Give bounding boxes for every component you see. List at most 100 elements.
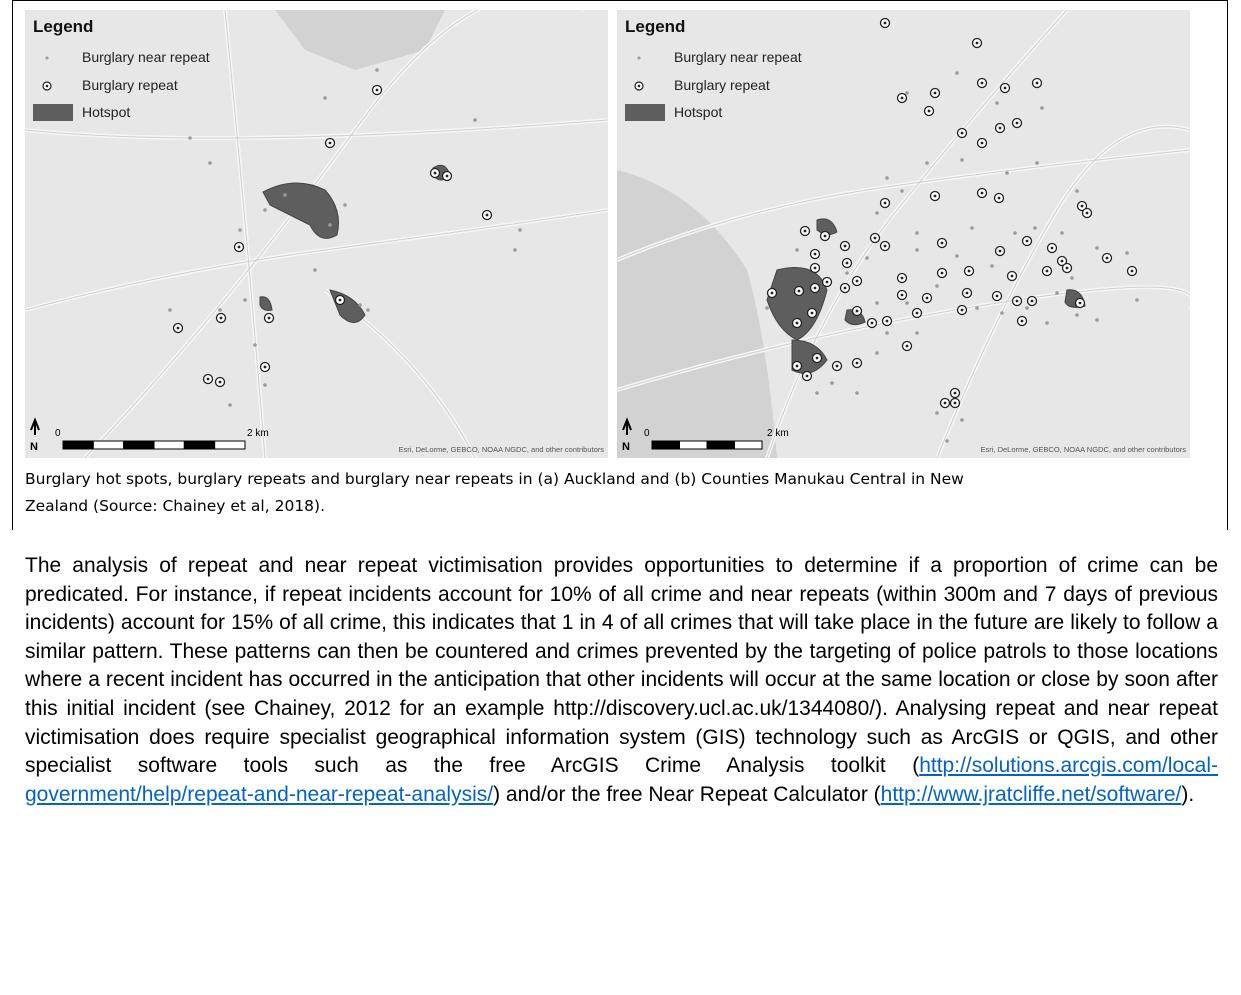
caption: Burglary hot spots, burglary repeats and… [25, 470, 964, 515]
repeat-point-dot [267, 316, 271, 320]
repeat-point-dot [870, 321, 874, 325]
repeat-point-dot [805, 374, 809, 378]
near-repeat-point [875, 211, 879, 215]
legend-repeat-dot [45, 84, 49, 88]
scale-segment [651, 440, 680, 450]
repeat-point-dot [1025, 239, 1029, 243]
repeat-point-dot [1065, 266, 1069, 270]
scale-segment [734, 440, 763, 450]
near-repeat-point [970, 226, 974, 230]
repeat-point-dot [940, 241, 944, 245]
near-repeat-point [366, 308, 370, 312]
repeat-point-dot [883, 21, 887, 25]
repeat-point-dot [883, 201, 887, 205]
map: Legend Burglary near repeat Burglary repea… [617, 10, 1190, 458]
water [617, 170, 777, 458]
repeat-point-dot [1003, 86, 1007, 90]
near-repeat-point [1013, 231, 1017, 235]
link[interactable]: http://solutions.arcgis.com/local-govern… [25, 754, 1218, 806]
near-repeat-point [905, 91, 909, 95]
north-label: N [622, 441, 630, 453]
repeat-point-dot [925, 296, 929, 300]
near-repeat-point [238, 228, 242, 232]
north-arrow [30, 417, 40, 435]
near-repeat-point [975, 306, 979, 310]
repeat-point-dot [933, 194, 937, 198]
repeat-point-dot [823, 234, 827, 238]
road-edge [224, 10, 266, 458]
repeat-point-dot [855, 309, 859, 313]
near-repeat-point [1005, 171, 1009, 175]
near-repeat-point [935, 284, 939, 288]
legend-item: Burglary near repeat [82, 49, 210, 65]
near-repeat-point [915, 248, 919, 252]
text-run: The analysis of repeat and near repeat v… [25, 554, 1218, 778]
near-repeat-point [885, 331, 889, 335]
scale-segment [183, 440, 216, 450]
repeat-point-dot [995, 294, 999, 298]
near-repeat-point [358, 303, 362, 307]
repeat-point-dot [1035, 81, 1039, 85]
near-repeat-point [925, 161, 929, 165]
repeat-point-dot [770, 291, 774, 295]
near-repeat-point [1125, 251, 1129, 255]
repeat-point-dot [998, 126, 1002, 130]
repeat-point-dot [813, 266, 817, 270]
repeat-point-dot [338, 298, 342, 302]
near-repeat-point [208, 161, 212, 165]
repeat-point-dot [997, 196, 1001, 200]
repeat-point-dot [218, 380, 222, 384]
scale-end: 2 km [767, 428, 789, 439]
repeat-point-dot [980, 141, 984, 145]
attribution: Esri, DeLorme, GEBCO, NOAA NGDC, and oth… [399, 445, 605, 454]
repeat-point-dot [825, 280, 829, 284]
repeat-point-dot [900, 96, 904, 100]
repeat-point-dot [953, 391, 957, 395]
repeat-point-dot [485, 213, 489, 217]
near-repeat-point [518, 228, 522, 232]
near-repeat-point [990, 264, 994, 268]
road-edge [617, 149, 1190, 261]
near-repeat-point [253, 343, 257, 347]
repeat-point-dot [975, 41, 979, 45]
repeat-point-dot [943, 401, 947, 405]
near-repeat-point [1040, 106, 1044, 110]
repeat-point-dot [933, 91, 937, 95]
repeat-point-dot [813, 286, 817, 290]
near-repeat-point [283, 193, 287, 197]
near-repeat-point [795, 248, 799, 252]
legend-title: Legend [33, 17, 93, 36]
hotspot [816, 218, 838, 236]
legend-title: Legend [625, 17, 685, 36]
scale-segment [706, 440, 735, 450]
near-repeat-point [900, 189, 904, 193]
repeat-point-dot [855, 279, 859, 283]
near-repeat-point [228, 403, 232, 407]
repeat-point-dot [813, 252, 817, 256]
near-repeat-point [313, 268, 317, 272]
repeat-point-dot [960, 131, 964, 135]
scale-segment [679, 440, 708, 450]
repeat-point-dot [967, 269, 971, 273]
repeat-point-dot [1010, 274, 1014, 278]
scale-segment [214, 440, 246, 450]
near-repeat-point [1025, 306, 1029, 310]
repeat-point-dot [998, 249, 1002, 253]
near-repeat-point [1045, 321, 1049, 325]
repeat-point-dot [1045, 269, 1049, 273]
repeat-point-dot [1105, 256, 1109, 260]
near-repeat-point [945, 439, 949, 443]
body-text: The analysis of repeat and near repeat v… [25, 552, 1218, 809]
repeat-point-dot [953, 401, 957, 405]
near-repeat-point [1055, 291, 1059, 295]
repeat-point-dot [1085, 211, 1089, 215]
road-edge [25, 119, 608, 139]
near-repeat-point [328, 223, 332, 227]
repeat-point-dot [795, 321, 799, 325]
scale-segment [123, 440, 155, 450]
link[interactable]: http://www.jratcliffe.net/software/ [880, 782, 1182, 806]
repeat-point-dot [176, 326, 180, 330]
near-repeat-point [915, 231, 919, 235]
near-repeat-point [960, 418, 964, 422]
repeat-point-dot [915, 311, 919, 315]
